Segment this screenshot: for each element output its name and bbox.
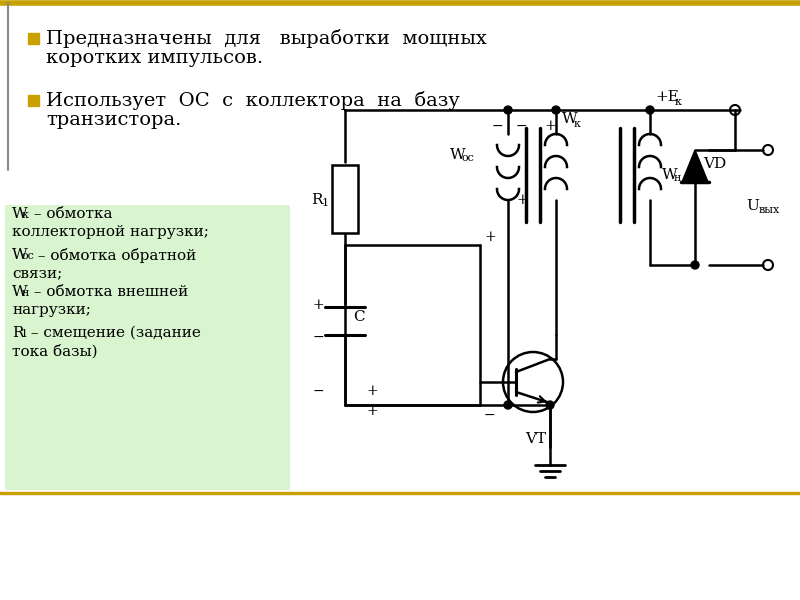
- Circle shape: [546, 401, 554, 409]
- Text: – смещение (задание: – смещение (задание: [26, 326, 201, 340]
- Text: н: н: [22, 288, 30, 298]
- Text: ос: ос: [22, 251, 35, 261]
- Bar: [332, 165, 358, 233]
- Text: W: W: [12, 248, 28, 262]
- Text: тока базы): тока базы): [12, 344, 98, 358]
- Text: VT: VT: [525, 432, 546, 446]
- Text: C: C: [353, 310, 365, 324]
- Bar: [28, 95, 39, 106]
- Text: −: −: [516, 119, 528, 133]
- Text: W: W: [12, 285, 28, 299]
- Text: +: +: [484, 230, 496, 244]
- Text: н: н: [674, 173, 682, 183]
- Text: W: W: [12, 207, 28, 221]
- Bar: [5, 205, 290, 490]
- Text: коротких импульсов.: коротких импульсов.: [46, 49, 263, 67]
- Circle shape: [552, 106, 560, 114]
- Text: +: +: [367, 404, 378, 418]
- Text: U: U: [746, 199, 759, 213]
- Text: Предназначены  для   выработки  мощных: Предназначены для выработки мощных: [46, 28, 487, 47]
- Text: – обмотка: – обмотка: [29, 207, 113, 221]
- Text: 1: 1: [322, 198, 329, 208]
- Polygon shape: [682, 150, 708, 182]
- Text: – обмотка внешней: – обмотка внешней: [29, 285, 188, 299]
- Text: к: к: [675, 97, 682, 107]
- Text: R: R: [12, 326, 23, 340]
- Text: – обмотка обратной: – обмотка обратной: [33, 248, 196, 263]
- Text: −: −: [313, 384, 325, 398]
- Text: −: −: [492, 119, 504, 133]
- Text: −: −: [313, 330, 325, 344]
- Text: Использует  ОС  с  коллектора  на  базу: Использует ОС с коллектора на базу: [46, 91, 460, 109]
- Text: R: R: [311, 193, 322, 207]
- Circle shape: [504, 401, 512, 409]
- Text: +: +: [367, 384, 378, 398]
- Text: ос: ос: [462, 153, 475, 163]
- Text: +: +: [516, 193, 528, 207]
- Text: связи;: связи;: [12, 266, 62, 280]
- Circle shape: [691, 261, 699, 269]
- Bar: [28, 33, 39, 44]
- Text: +E: +E: [655, 90, 679, 104]
- Text: W: W: [662, 168, 678, 182]
- Text: транзистора.: транзистора.: [46, 111, 182, 129]
- Text: +: +: [313, 298, 325, 312]
- Circle shape: [504, 106, 512, 114]
- Text: W: W: [450, 148, 466, 162]
- Text: вых: вых: [759, 205, 780, 215]
- Text: нагрузки;: нагрузки;: [12, 303, 91, 317]
- Circle shape: [646, 106, 654, 114]
- Text: −: −: [484, 408, 496, 422]
- Text: к: к: [574, 119, 581, 129]
- Text: 1: 1: [21, 329, 28, 339]
- Text: к: к: [22, 210, 29, 220]
- Text: VD: VD: [703, 157, 726, 171]
- Text: W: W: [562, 112, 578, 126]
- Text: коллекторной нагрузки;: коллекторной нагрузки;: [12, 225, 209, 239]
- Text: +: +: [544, 119, 556, 133]
